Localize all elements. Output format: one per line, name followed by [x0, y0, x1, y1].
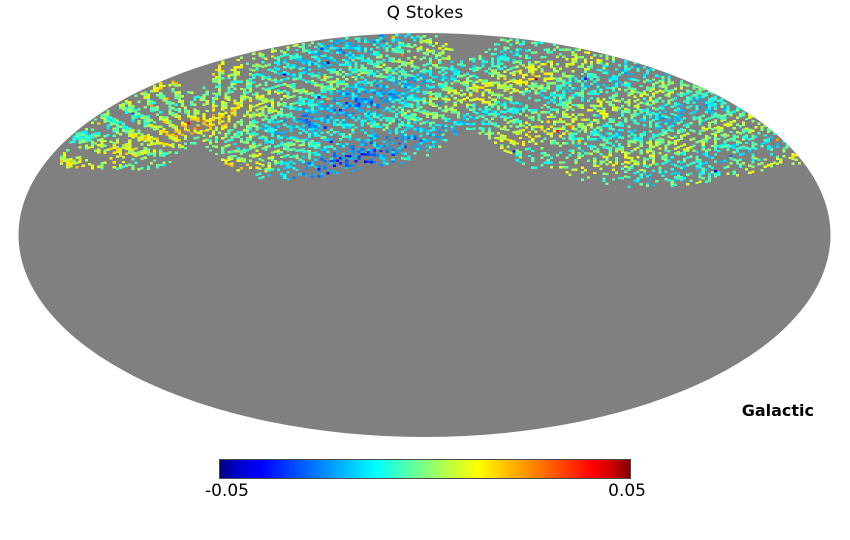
page-title: Q Stokes	[386, 3, 464, 23]
coordinate-system-label: Galactic	[741, 401, 814, 420]
colorbar-min-label: -0.05	[205, 481, 249, 501]
colorbar-gradient	[219, 459, 631, 479]
colorbar	[219, 459, 631, 479]
colorbar-max-label: 0.05	[608, 481, 646, 501]
unobserved-sky-ellipse	[18, 33, 831, 437]
mollweide-map-panel	[18, 33, 831, 437]
mollweide-projection-svg	[18, 33, 831, 437]
scan-band-group	[60, 33, 801, 188]
